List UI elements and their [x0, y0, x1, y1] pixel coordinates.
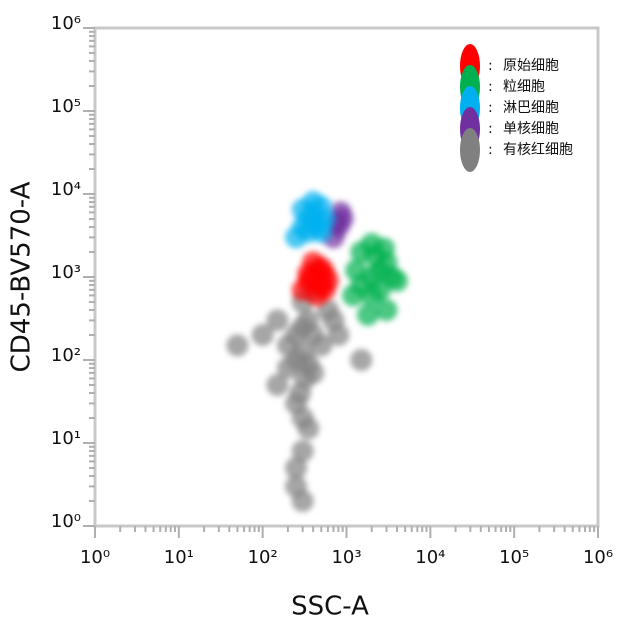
population: [342, 232, 408, 326]
y-tick-label: 10¹: [51, 428, 81, 449]
cell-point: [285, 456, 308, 479]
legend-separator: :: [488, 121, 493, 137]
legend-label: 原始细胞: [503, 58, 559, 74]
x-tick-label: 10²: [248, 547, 278, 568]
cell-point: [266, 309, 289, 332]
cell-point: [385, 269, 408, 292]
legend-separator: :: [488, 58, 493, 74]
cell-point: [291, 440, 314, 463]
x-tick-label: 10¹: [164, 547, 194, 568]
cell-point: [306, 216, 329, 239]
population: [291, 251, 339, 307]
cell-point: [310, 334, 333, 357]
x-tick-label: 10³: [331, 547, 361, 568]
cell-point: [251, 324, 274, 347]
y-tick-label: 10³: [51, 262, 81, 283]
y-tick-label: 10⁴: [51, 179, 81, 200]
cell-point: [327, 324, 350, 347]
cell-point: [375, 299, 398, 322]
cell-point: [360, 284, 383, 307]
cell-point: [372, 237, 395, 260]
x-axis-title: SSC-A: [291, 592, 369, 622]
y-tick-label: 10⁰: [51, 511, 81, 532]
cell-point: [294, 367, 317, 390]
x-tick-label: 10⁵: [499, 547, 529, 568]
cell-point: [297, 417, 320, 440]
population: [226, 278, 373, 513]
legend-label: 粒细胞: [503, 79, 545, 95]
x-tick-label: 10⁴: [415, 547, 445, 568]
cell-point: [345, 259, 368, 282]
y-tick-label: 10⁵: [51, 96, 81, 117]
y-tick-label: 10⁶: [51, 13, 81, 34]
cell-point: [291, 490, 314, 513]
population: [285, 191, 336, 249]
legend-swatch: [460, 128, 480, 172]
y-tick-label: 10²: [51, 345, 81, 366]
x-tick-label: 10⁰: [80, 547, 110, 568]
cell-point: [350, 349, 373, 371]
cell-point: [266, 373, 289, 396]
cell-point: [226, 334, 249, 357]
x-tick-label: 10⁶: [583, 547, 613, 568]
legend-label: 有核红细胞: [503, 142, 573, 158]
y-axis-title: CD45-BV570-A: [7, 181, 37, 372]
legend-separator: :: [488, 100, 493, 116]
cell-point: [310, 195, 333, 218]
legend-separator: :: [488, 79, 493, 95]
cell-point: [313, 278, 336, 301]
cell-point: [297, 262, 320, 285]
legend-label: 单核细胞: [503, 121, 559, 137]
cell-point: [356, 303, 379, 326]
legend-label: 淋巴细胞: [503, 100, 559, 116]
legend-separator: :: [488, 142, 493, 158]
